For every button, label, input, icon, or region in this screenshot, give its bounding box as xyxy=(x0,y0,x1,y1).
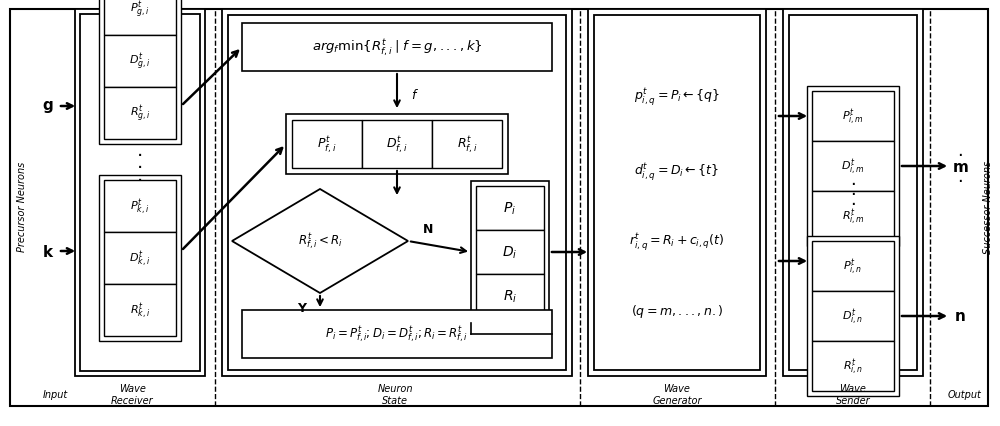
Bar xyxy=(104,36,176,88)
Text: ·: · xyxy=(137,146,143,165)
Bar xyxy=(812,142,894,192)
Text: ·: · xyxy=(957,147,963,164)
Text: ·: · xyxy=(137,172,143,191)
Polygon shape xyxy=(232,190,408,294)
Text: Successor Neurons: Successor Neurons xyxy=(983,160,993,253)
Bar xyxy=(242,24,552,72)
Text: $P_i$: $P_i$ xyxy=(503,200,517,217)
Bar xyxy=(594,16,760,370)
Bar xyxy=(104,181,176,233)
Bar xyxy=(104,0,176,36)
Text: Input: Input xyxy=(42,389,68,399)
Text: $R^t_{f,i}$: $R^t_{f,i}$ xyxy=(457,135,477,155)
Bar xyxy=(432,121,502,169)
Text: N: N xyxy=(423,223,433,236)
Bar xyxy=(789,16,917,370)
Bar xyxy=(104,233,176,284)
Text: $\mathbf{n}$: $\mathbf{n}$ xyxy=(954,309,966,324)
Bar xyxy=(362,121,432,169)
Text: $R^t_{i,n}$: $R^t_{i,n}$ xyxy=(843,356,863,376)
Text: $(q = m,...,n.)$: $(q = m,...,n.)$ xyxy=(631,303,723,320)
Bar xyxy=(812,242,894,291)
Text: $D^t_{k,i}$: $D^t_{k,i}$ xyxy=(129,248,151,268)
Bar xyxy=(104,284,176,336)
Text: $R_i$: $R_i$ xyxy=(503,288,517,305)
Text: $\mathbf{m}$: $\mathbf{m}$ xyxy=(952,159,968,174)
Bar xyxy=(75,10,205,376)
Bar xyxy=(783,10,923,376)
Text: $R^t_{i,m}$: $R^t_{i,m}$ xyxy=(842,207,864,226)
Bar xyxy=(588,10,766,376)
Bar xyxy=(99,0,181,145)
Bar xyxy=(222,10,572,376)
Text: ·: · xyxy=(850,186,856,204)
Text: ·: · xyxy=(957,173,963,190)
Text: $D^t_{g,i}$: $D^t_{g,i}$ xyxy=(129,51,151,72)
Bar xyxy=(476,230,544,274)
Text: $d^t_{i,q} = D_i \leftarrow \{t\}$: $d^t_{i,q} = D_i \leftarrow \{t\}$ xyxy=(634,161,720,182)
Bar xyxy=(476,187,544,230)
Bar xyxy=(812,291,894,341)
Text: $D_i$: $D_i$ xyxy=(502,244,518,261)
Bar xyxy=(99,176,181,341)
Bar xyxy=(292,121,362,169)
Text: $P^t_{k,i}$: $P^t_{k,i}$ xyxy=(130,196,150,216)
Bar xyxy=(471,181,549,323)
Text: Wave
Generator: Wave Generator xyxy=(652,383,702,405)
Text: ·: · xyxy=(850,196,856,213)
Text: $R^t_{g,i}$: $R^t_{g,i}$ xyxy=(130,103,150,124)
Text: $\mathbf{k}$: $\mathbf{k}$ xyxy=(42,243,54,259)
Bar xyxy=(286,115,508,175)
Bar xyxy=(80,15,200,371)
Text: $P^t_{i,m}$: $P^t_{i,m}$ xyxy=(842,107,864,127)
Bar xyxy=(228,16,566,370)
Bar xyxy=(812,92,894,142)
Text: $D^t_{i,m}$: $D^t_{i,m}$ xyxy=(841,157,865,176)
Text: $D^t_{f,i}$: $D^t_{f,i}$ xyxy=(386,135,408,155)
Text: ·: · xyxy=(137,159,143,178)
Text: Y: Y xyxy=(298,302,307,315)
Bar xyxy=(807,236,899,396)
Text: ·: · xyxy=(957,160,963,178)
Text: $R^t_{k,i}$: $R^t_{k,i}$ xyxy=(130,300,150,320)
Text: ·: · xyxy=(850,176,856,193)
Text: $P^t_{f,i}$: $P^t_{f,i}$ xyxy=(317,135,337,155)
Text: Output: Output xyxy=(948,389,982,399)
Text: $\mathbf{g}$: $\mathbf{g}$ xyxy=(42,99,54,115)
Text: Wave
Sender: Wave Sender xyxy=(836,383,870,405)
Text: $R^t_{f,i} < R_i$: $R^t_{f,i} < R_i$ xyxy=(298,231,342,252)
Text: $r^t_{i,q} = R_i + c_{i,q}(t)$: $r^t_{i,q} = R_i + c_{i,q}(t)$ xyxy=(629,231,725,252)
Text: $P^t_{g,i}$: $P^t_{g,i}$ xyxy=(130,0,150,20)
Text: $P_i = P^t_{f,i}; D_i = D^t_{f,i}; R_i = R^t_{f,i}$: $P_i = P^t_{f,i}; D_i = D^t_{f,i}; R_i =… xyxy=(325,324,469,345)
Bar xyxy=(812,192,894,242)
Bar xyxy=(242,310,552,358)
Text: $\mathit{arg}_f \min\{R^t_{f,i} \mid f = g,...,k\}$: $\mathit{arg}_f \min\{R^t_{f,i} \mid f =… xyxy=(312,37,482,58)
Text: $P^t_{i,n}$: $P^t_{i,n}$ xyxy=(843,256,863,276)
Text: $f$: $f$ xyxy=(411,88,419,102)
Text: Precursor Neurons: Precursor Neurons xyxy=(17,161,27,251)
Bar xyxy=(476,274,544,318)
Text: Wave
Receiver: Wave Receiver xyxy=(111,383,153,405)
Bar xyxy=(104,88,176,140)
Text: $D^t_{i,n}$: $D^t_{i,n}$ xyxy=(842,306,864,326)
Text: $p^t_{i,q} = P_i \leftarrow \{q\}$: $p^t_{i,q} = P_i \leftarrow \{q\}$ xyxy=(634,86,720,107)
Bar xyxy=(807,87,899,246)
Text: Neuron
State: Neuron State xyxy=(377,383,413,405)
Bar xyxy=(812,341,894,391)
